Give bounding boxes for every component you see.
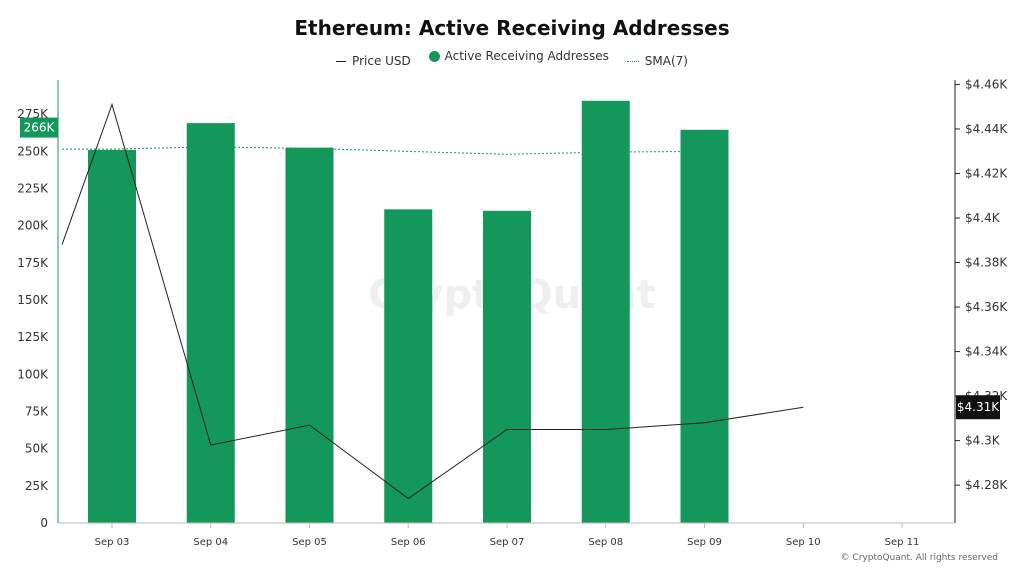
y-right-tick-label: $4.46K [965, 77, 1008, 91]
left-current-value-badge [20, 117, 58, 138]
right-current-value-label: $4.31K [957, 400, 1000, 414]
y-left-tick-label: 225K [17, 182, 49, 196]
y-left-tick-label: 100K [17, 367, 49, 381]
chart-title: Ethereum: Active Receiving Addresses [294, 16, 730, 40]
copyright-footer: © CryptoQuant. All rights reserved [840, 553, 998, 563]
legend-sma-swatch [626, 60, 639, 62]
chart-legend: Price USD Active Receiving Addresses SMA… [0, 49, 1024, 68]
legend-price-swatch [336, 60, 347, 62]
sma-line [62, 146, 705, 155]
bar-sep-06 [384, 209, 433, 523]
y-left-tick-label: 150K [17, 293, 49, 307]
line-group [61, 102, 804, 500]
bar-sep-05 [285, 147, 334, 523]
y-left-tick-label: 125K [17, 330, 49, 344]
legend-price-label: Price USD [352, 54, 411, 68]
y-left-tick-label: 250K [17, 144, 49, 158]
y-right-tick-label: $4.34K [965, 345, 1008, 359]
y-right-tick-label: $4.4K [965, 211, 1001, 225]
right-current-value-badge [956, 395, 1000, 420]
y-right-tick-label: $4.3K [965, 434, 1001, 448]
y-left-tick-label: 175K [17, 256, 49, 270]
price-line [61, 102, 804, 500]
y-left-tick-label: 75K [25, 405, 49, 419]
x-tick-label: Sep 05 [292, 537, 327, 548]
y-left-tick-label: 25K [25, 479, 49, 493]
x-tick-label: Sep 04 [193, 537, 228, 548]
y-left-tick-label: 0 [40, 516, 48, 530]
x-tick-label: Sep 07 [490, 537, 525, 548]
bar-sep-04 [186, 123, 235, 523]
y-left-tick-label: 50K [25, 442, 49, 456]
x-tick-label: Sep 11 [885, 537, 920, 548]
axes-group: 025K50K75K100K125K150K175K200K225K250K27… [17, 77, 1008, 548]
left-current-value-label: 266K [24, 121, 56, 135]
y-right-tick-label: $4.38K [965, 256, 1008, 270]
x-tick-label: Sep 09 [687, 537, 722, 548]
bar-sep-09 [680, 129, 729, 523]
bar-sep-03 [88, 149, 136, 523]
y-right-tick-label: $4.44K [965, 122, 1008, 136]
legend-addresses-swatch [428, 50, 440, 62]
legend-item-sma[interactable]: SMA(7) [626, 54, 688, 68]
y-left-tick-label: 200K [17, 219, 49, 233]
y-right-tick-label: $4.36K [965, 300, 1008, 314]
legend-addresses-label: Active Receiving Addresses [444, 49, 609, 63]
bar-sep-08 [581, 100, 630, 524]
x-tick-label: Sep 03 [95, 537, 130, 548]
bar-group [88, 100, 729, 524]
bar-sep-07 [483, 210, 531, 523]
x-tick-label: Sep 10 [786, 537, 821, 548]
x-tick-label: Sep 08 [588, 537, 623, 548]
legend-item-active-addresses[interactable]: Active Receiving Addresses [428, 49, 609, 63]
legend-sma-label: SMA(7) [644, 54, 688, 68]
y-right-tick-label: $4.42K [965, 166, 1008, 180]
x-tick-label: Sep 06 [391, 537, 426, 548]
y-right-tick-label: $4.28K [965, 478, 1008, 492]
legend-item-price[interactable]: Price USD [336, 54, 411, 68]
